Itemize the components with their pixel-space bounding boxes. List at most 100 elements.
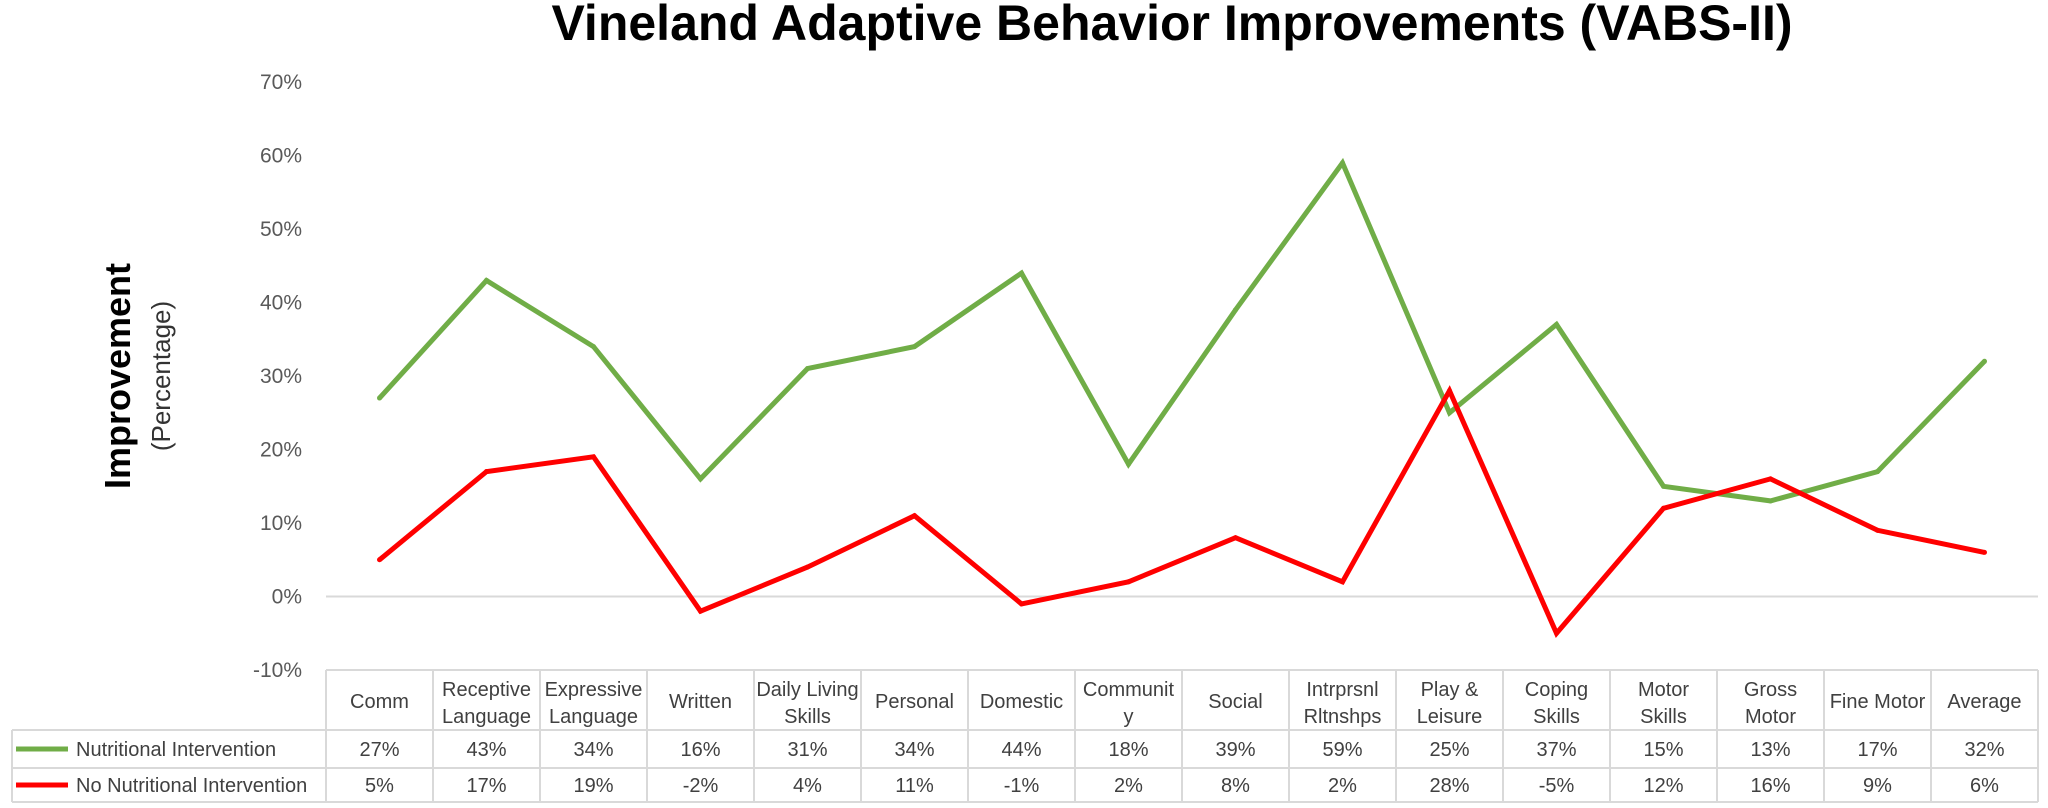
- data-point: [912, 344, 917, 350]
- data-label: 37%: [1536, 739, 1576, 761]
- y-axis-sublabel: (Percentage): [146, 301, 176, 451]
- y-tick-label: 10%: [260, 512, 302, 535]
- category-label: Skills: [1533, 706, 1580, 728]
- data-label: 19%: [573, 775, 613, 797]
- data-point: [1126, 579, 1131, 585]
- data-point: [1233, 307, 1238, 313]
- category-label: Expressive: [545, 679, 643, 701]
- category-label: Gross: [1744, 679, 1797, 701]
- category-label: Skills: [784, 706, 831, 728]
- data-point: [484, 469, 489, 475]
- category-label: Play &: [1421, 679, 1479, 701]
- data-point: [1126, 461, 1131, 467]
- data-label: 34%: [894, 739, 934, 761]
- data-label: 6%: [1970, 775, 1999, 797]
- data-point: [1019, 270, 1024, 276]
- data-point: [1340, 160, 1345, 166]
- category-label: Written: [669, 691, 732, 713]
- data-point: [1019, 601, 1024, 607]
- data-label: 5%: [365, 775, 394, 797]
- category-label: Intrprsnl: [1306, 679, 1378, 701]
- data-label: 39%: [1215, 739, 1255, 761]
- category-label: Personal: [875, 691, 954, 713]
- data-label: 31%: [787, 739, 827, 761]
- data-point: [1875, 527, 1880, 533]
- data-point: [1768, 476, 1773, 482]
- y-axis-label: Improvement: [97, 263, 138, 489]
- data-point: [1661, 505, 1666, 511]
- data-label: -1%: [1004, 775, 1040, 797]
- data-label: 44%: [1001, 739, 1041, 761]
- data-label: 16%: [1750, 775, 1790, 797]
- data-label: 9%: [1863, 775, 1892, 797]
- data-label: 16%: [680, 739, 720, 761]
- data-point: [591, 454, 596, 460]
- data-point: [1768, 498, 1773, 504]
- data-point: [591, 344, 596, 350]
- category-label: Communit: [1083, 679, 1175, 701]
- category-label: Coping: [1525, 679, 1588, 701]
- data-label: 4%: [793, 775, 822, 797]
- data-point: [805, 366, 810, 372]
- data-label: 15%: [1643, 739, 1683, 761]
- y-tick-label: 30%: [260, 365, 302, 388]
- y-tick-label: 60%: [260, 145, 302, 168]
- category-label: Language: [549, 706, 638, 728]
- data-label: 12%: [1643, 775, 1683, 797]
- data-label: 25%: [1429, 739, 1469, 761]
- data-point: [1554, 322, 1559, 328]
- category-label: Social: [1208, 691, 1262, 713]
- chart-title: Vineland Adaptive Behavior Improvements …: [551, 0, 1792, 51]
- data-point: [912, 513, 917, 519]
- data-point: [484, 277, 489, 283]
- data-label: 11%: [895, 775, 934, 797]
- y-tick-label: 70%: [260, 71, 302, 94]
- category-label: Receptive: [442, 679, 531, 701]
- data-point: [377, 395, 382, 401]
- data-label: -5%: [1539, 775, 1575, 797]
- data-label: 17%: [1857, 739, 1897, 761]
- data-label: -2%: [683, 775, 719, 797]
- data-label: 8%: [1221, 775, 1250, 797]
- y-axis-ticks: 70% 60% 50% 40% 30% 20% 10% 0% -10%: [253, 71, 302, 682]
- data-label: 59%: [1322, 739, 1362, 761]
- data-point: [698, 476, 703, 482]
- category-label: Domestic: [980, 691, 1063, 713]
- data-point: [805, 564, 810, 570]
- data-label: 18%: [1108, 739, 1148, 761]
- category-label: Daily Living: [756, 679, 858, 701]
- category-label: Skills: [1640, 706, 1687, 728]
- y-tick-label: 40%: [260, 292, 302, 315]
- series-lines: [377, 157, 1987, 638]
- data-point: [1447, 410, 1452, 416]
- series-line-0: [377, 157, 1987, 504]
- category-label: Language: [442, 706, 531, 728]
- category-label: Rltnshps: [1304, 706, 1382, 728]
- y-tick-label: 50%: [260, 218, 302, 241]
- series-line-1: [377, 385, 1986, 638]
- legend-entry: No Nutritional Intervention: [76, 775, 307, 797]
- category-label: Average: [1947, 691, 2021, 713]
- data-table: Comm Receptive Language Expressive Language W…: [11, 669, 2039, 803]
- data-point: [1447, 388, 1452, 394]
- category-label: Comm: [350, 691, 409, 713]
- data-point: [1661, 483, 1666, 489]
- legend-entry: Nutritional Intervention: [76, 739, 276, 761]
- data-label: 32%: [1964, 739, 2004, 761]
- data-label: 2%: [1114, 775, 1143, 797]
- data-label: 13%: [1750, 739, 1790, 761]
- y-tick-label: 0%: [272, 586, 302, 609]
- data-label: 2%: [1328, 775, 1357, 797]
- y-tick-label: -10%: [253, 659, 302, 682]
- data-point: [1875, 469, 1880, 475]
- data-point: [698, 608, 703, 614]
- data-point: [1982, 549, 1987, 555]
- category-label: Fine Motor: [1830, 691, 1926, 713]
- data-point: [1233, 535, 1238, 541]
- data-point: [1554, 630, 1559, 636]
- data-point: [1340, 579, 1345, 585]
- category-label: Leisure: [1417, 706, 1483, 728]
- category-label: Motor: [1745, 706, 1796, 728]
- data-point: [1982, 358, 1987, 364]
- y-tick-label: 20%: [260, 439, 302, 462]
